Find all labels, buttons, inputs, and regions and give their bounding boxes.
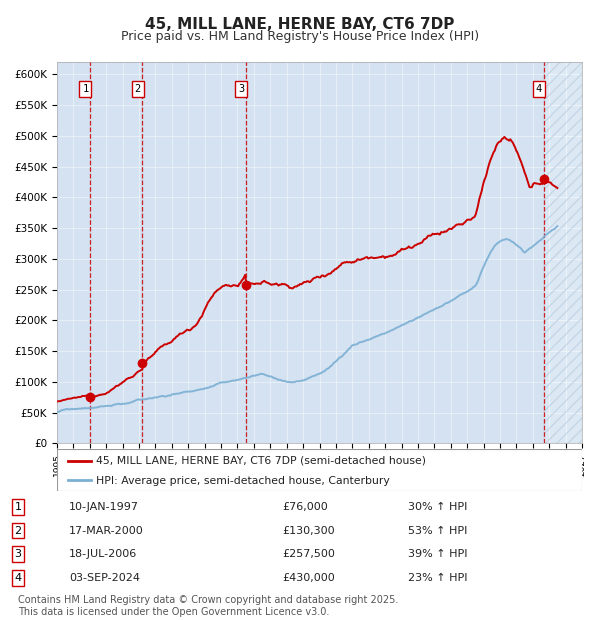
Text: 10-JAN-1997: 10-JAN-1997 xyxy=(69,502,139,512)
Text: £430,000: £430,000 xyxy=(282,573,335,583)
Text: 23% ↑ HPI: 23% ↑ HPI xyxy=(408,573,467,583)
Text: 1: 1 xyxy=(14,502,22,512)
Text: £76,000: £76,000 xyxy=(282,502,328,512)
Text: £257,500: £257,500 xyxy=(282,549,335,559)
Text: 30% ↑ HPI: 30% ↑ HPI xyxy=(408,502,467,512)
Text: 3: 3 xyxy=(238,84,245,94)
Bar xyxy=(91,62,142,443)
Bar xyxy=(142,62,247,443)
Text: 3: 3 xyxy=(14,549,22,559)
Text: 17-MAR-2000: 17-MAR-2000 xyxy=(69,526,144,536)
Text: 2: 2 xyxy=(134,84,140,94)
Text: £130,300: £130,300 xyxy=(282,526,335,536)
Text: Price paid vs. HM Land Registry's House Price Index (HPI): Price paid vs. HM Land Registry's House … xyxy=(121,30,479,43)
Text: 53% ↑ HPI: 53% ↑ HPI xyxy=(408,526,467,536)
Text: 2: 2 xyxy=(14,526,22,536)
Text: HPI: Average price, semi-detached house, Canterbury: HPI: Average price, semi-detached house,… xyxy=(97,476,390,485)
Text: 45, MILL LANE, HERNE BAY, CT6 7DP (semi-detached house): 45, MILL LANE, HERNE BAY, CT6 7DP (semi-… xyxy=(97,456,427,466)
Bar xyxy=(544,62,582,443)
Text: 4: 4 xyxy=(14,573,22,583)
Text: 18-JUL-2006: 18-JUL-2006 xyxy=(69,549,137,559)
Text: 45, MILL LANE, HERNE BAY, CT6 7DP: 45, MILL LANE, HERNE BAY, CT6 7DP xyxy=(145,17,455,32)
Bar xyxy=(247,62,544,443)
Bar xyxy=(57,62,91,443)
FancyBboxPatch shape xyxy=(57,449,582,491)
Text: 1: 1 xyxy=(82,84,89,94)
Text: 4: 4 xyxy=(536,84,542,94)
Text: Contains HM Land Registry data © Crown copyright and database right 2025.
This d: Contains HM Land Registry data © Crown c… xyxy=(18,595,398,617)
Text: 39% ↑ HPI: 39% ↑ HPI xyxy=(408,549,467,559)
Text: 03-SEP-2024: 03-SEP-2024 xyxy=(69,573,140,583)
